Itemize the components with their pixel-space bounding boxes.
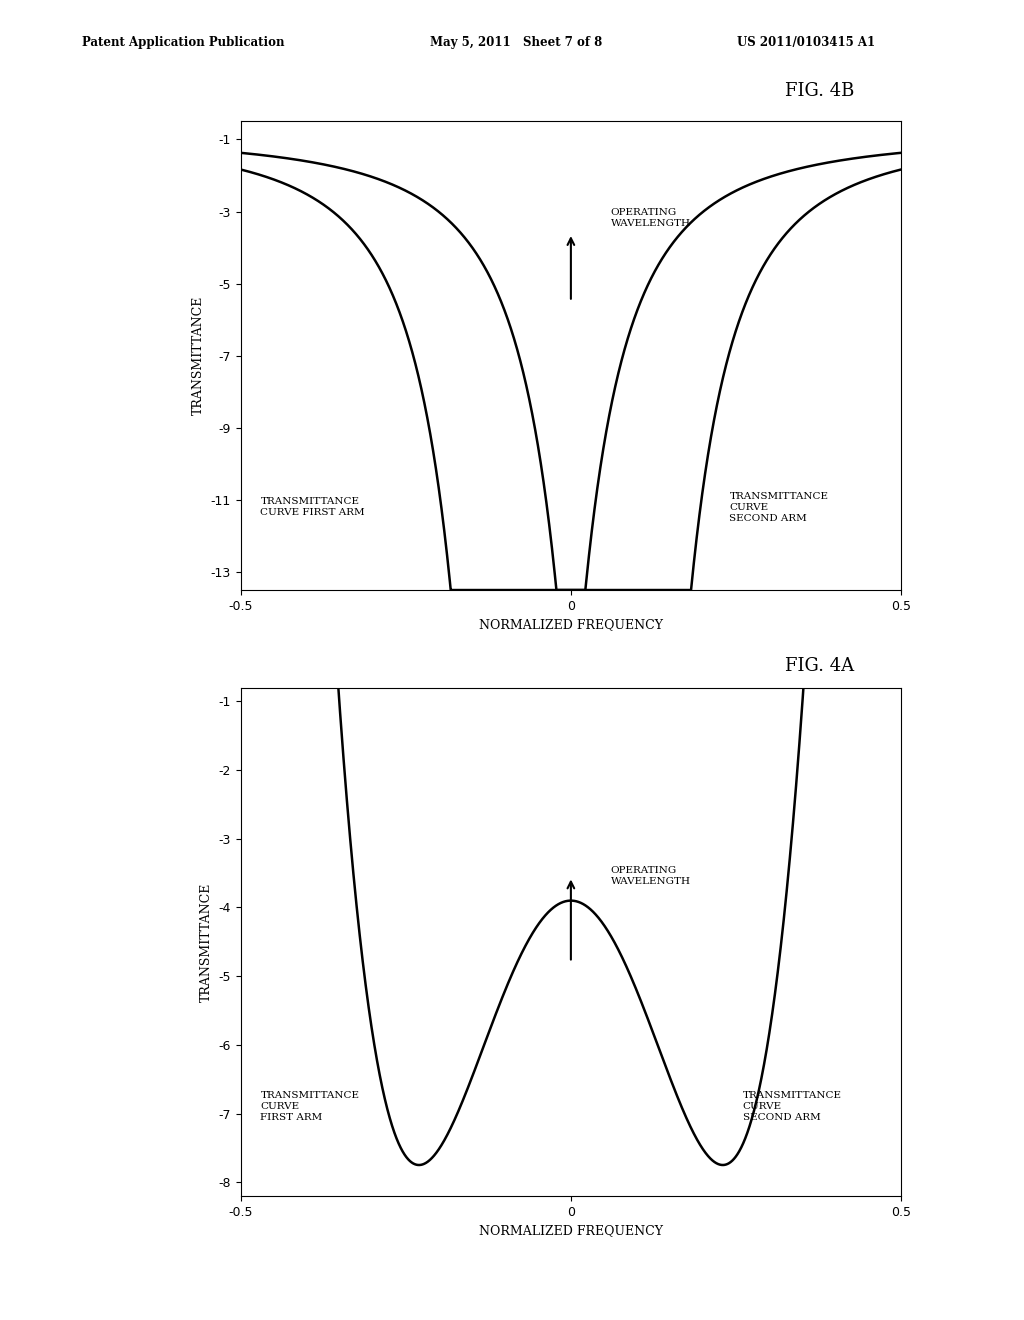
Text: TRANSMITTANCE
CURVE
SECOND ARM: TRANSMITTANCE CURVE SECOND ARM	[742, 1092, 842, 1122]
Text: TRANSMITTANCE
CURVE
SECOND ARM: TRANSMITTANCE CURVE SECOND ARM	[729, 491, 828, 523]
X-axis label: NORMALIZED FREQUENCY: NORMALIZED FREQUENCY	[479, 1224, 663, 1237]
Text: US 2011/0103415 A1: US 2011/0103415 A1	[737, 36, 876, 49]
X-axis label: NORMALIZED FREQUENCY: NORMALIZED FREQUENCY	[479, 618, 663, 631]
Text: OPERATING
WAVELENGTH: OPERATING WAVELENGTH	[610, 866, 690, 886]
Text: TRANSMITTANCE
CURVE
FIRST ARM: TRANSMITTANCE CURVE FIRST ARM	[260, 1092, 359, 1122]
Text: TRANSMITTANCE
CURVE FIRST ARM: TRANSMITTANCE CURVE FIRST ARM	[260, 498, 366, 517]
Y-axis label: TRANSMITTANCE: TRANSMITTANCE	[193, 296, 205, 416]
Y-axis label: TRANSMITTANCE: TRANSMITTANCE	[200, 882, 213, 1002]
Text: Patent Application Publication: Patent Application Publication	[82, 36, 285, 49]
Text: FIG. 4A: FIG. 4A	[784, 657, 854, 676]
Text: FIG. 4B: FIG. 4B	[784, 82, 854, 100]
Text: May 5, 2011   Sheet 7 of 8: May 5, 2011 Sheet 7 of 8	[430, 36, 602, 49]
Text: OPERATING
WAVELENGTH: OPERATING WAVELENGTH	[610, 209, 690, 228]
